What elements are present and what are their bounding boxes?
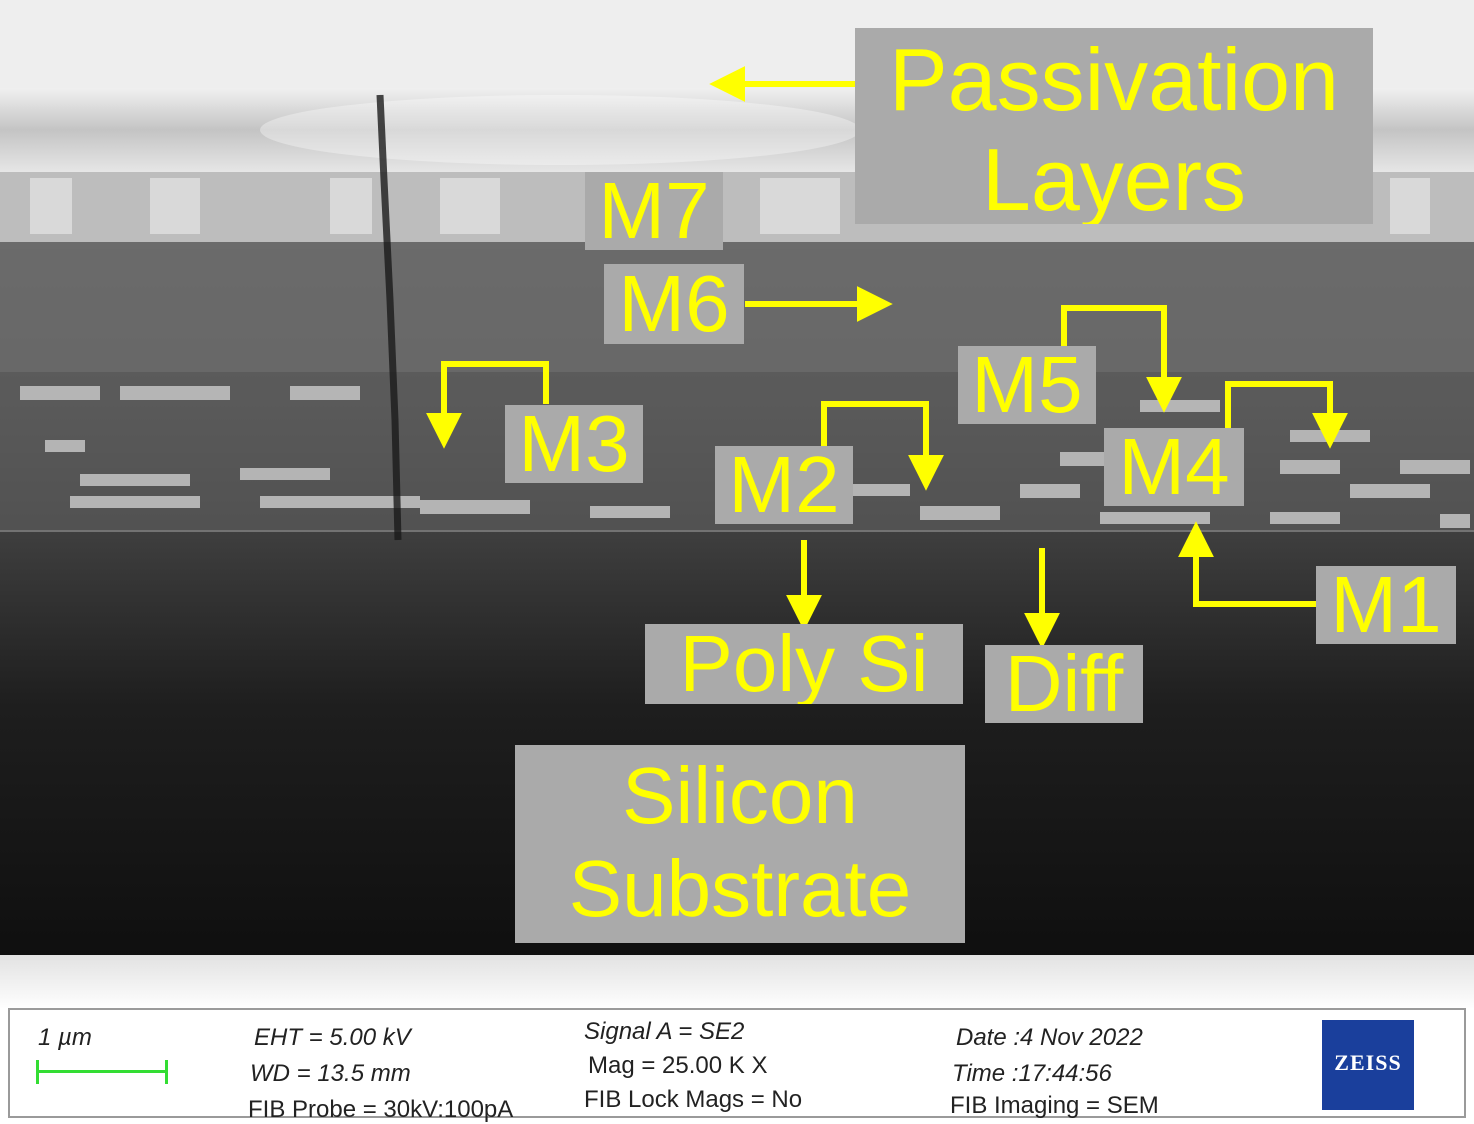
fib-lock-value: FIB Lock Mags = No [584,1086,803,1113]
scale-bar [36,1060,168,1084]
label-diff: Diff [985,645,1143,723]
label-substrate-line1: Silicon [622,751,858,840]
fib-imaging-value: FIB Imaging = SEM [950,1092,1159,1119]
label-passivation-line2: Layers [981,130,1247,224]
label-m2: M2 [715,446,853,524]
mag-value: Mag = 25.00 K X [588,1052,768,1079]
signal-value: Signal A = SE2 [584,1018,745,1045]
fib-probe-value: FIB Probe = 30kV:100pA [248,1096,514,1123]
label-silicon-substrate: Silicon Substrate [515,745,965,943]
date-value: Date :4 Nov 2022 [956,1024,1143,1051]
scale-label: 1 µm [38,1024,92,1051]
wd-value: WD = 13.5 mm [250,1060,411,1087]
label-m7: M7 [585,172,723,250]
eht-value: EHT = 5.00 kV [254,1024,411,1051]
time-value: Time :17:44:56 [952,1060,1112,1087]
label-substrate-line2: Substrate [568,844,912,933]
zeiss-logo: ZEISS [1322,1020,1414,1110]
label-passivation-line1: Passivation [888,30,1339,129]
label-m4: M4 [1104,428,1244,506]
label-m6: M6 [604,264,744,344]
sem-data-bar: 1 µm EHT = 5.00 kV WD = 13.5 mm FIB Prob… [8,1008,1466,1123]
label-m1: M1 [1316,566,1456,644]
label-m5: M5 [958,346,1096,424]
label-m3: M3 [505,405,643,483]
label-poly-si: Poly Si [645,624,963,704]
zeiss-logo-text: ZEISS [1334,1050,1402,1075]
label-passivation-layers: Passivation Layers [855,28,1373,224]
